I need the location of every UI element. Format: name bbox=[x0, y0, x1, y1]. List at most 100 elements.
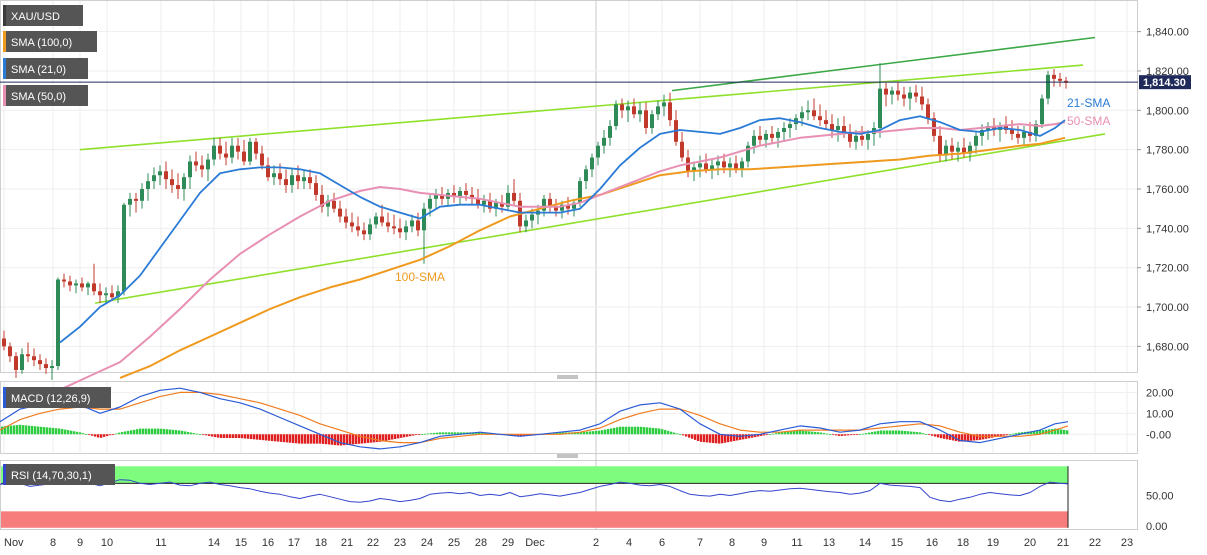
macd-histogram-bar bbox=[424, 433, 427, 435]
candle bbox=[248, 137, 252, 166]
candle bbox=[398, 218, 402, 239]
macd-histogram-bar bbox=[313, 434, 316, 444]
price-tick-label: 1,760.00 bbox=[1146, 184, 1189, 196]
candle-body bbox=[524, 220, 528, 227]
candle-body bbox=[956, 147, 960, 152]
candle bbox=[782, 122, 786, 142]
candle-body bbox=[1046, 74, 1050, 99]
candle-body bbox=[632, 106, 636, 115]
macd-histogram-bar bbox=[775, 433, 778, 435]
macd-histogram-bar bbox=[268, 434, 271, 441]
macd-histogram-bar bbox=[1051, 428, 1054, 435]
legend-xauusd[interactable]: XAU/USD bbox=[3, 5, 83, 26]
macd-histogram-bar bbox=[22, 425, 25, 435]
legend-rsi[interactable]: RSI (14,70,30,1) bbox=[3, 464, 115, 485]
macd-histogram-bar bbox=[130, 430, 133, 435]
candle bbox=[512, 179, 516, 205]
x-tick-label: 15 bbox=[891, 537, 903, 549]
legend-sma21[interactable]: SMA (21,0) bbox=[3, 58, 88, 79]
macd-histogram-bar bbox=[319, 434, 322, 444]
legend-label: SMA (100,0) bbox=[11, 37, 72, 49]
candle-body bbox=[512, 192, 516, 201]
candle bbox=[212, 137, 216, 166]
macd-histogram-bar bbox=[634, 426, 637, 435]
x-tick-label: Nov bbox=[4, 537, 24, 549]
candle bbox=[368, 218, 372, 241]
macd-histogram-bar bbox=[271, 434, 274, 442]
candle-body bbox=[662, 102, 666, 107]
macd-histogram-bar bbox=[739, 434, 742, 440]
candle bbox=[884, 82, 888, 107]
candle bbox=[206, 153, 210, 182]
macd-histogram-bar bbox=[688, 434, 691, 438]
candle-body bbox=[596, 145, 600, 158]
macd-histogram-bar bbox=[124, 431, 127, 435]
candle bbox=[146, 173, 150, 201]
macd-histogram-bar bbox=[877, 430, 880, 435]
candle-body bbox=[836, 126, 840, 130]
candle bbox=[236, 137, 240, 160]
candle bbox=[752, 129, 756, 154]
macd-resize-handle[interactable] bbox=[557, 375, 578, 379]
candle bbox=[8, 342, 12, 363]
rsi-resize-handle[interactable] bbox=[557, 454, 578, 458]
macd-histogram-bar bbox=[841, 434, 844, 436]
candle-body bbox=[494, 202, 498, 209]
macd-tick-label: 10.00 bbox=[1146, 408, 1174, 420]
macd-histogram-bar bbox=[778, 432, 781, 435]
macd-histogram-bar bbox=[382, 434, 385, 442]
macd-histogram-bar bbox=[598, 430, 601, 435]
candle-body bbox=[230, 145, 234, 158]
macd-histogram-bar bbox=[745, 434, 748, 439]
candle-body bbox=[1058, 78, 1062, 81]
macd-histogram-bar bbox=[208, 434, 211, 436]
candle-body bbox=[20, 354, 24, 370]
macd-histogram-bar bbox=[685, 434, 688, 437]
macd-histogram-bar bbox=[7, 425, 10, 435]
candle-body bbox=[776, 131, 780, 138]
macd-histogram-bar bbox=[871, 431, 874, 435]
candle bbox=[668, 92, 672, 127]
macd-histogram-bar bbox=[790, 431, 793, 435]
macd-histogram-bar bbox=[691, 434, 694, 439]
candle bbox=[80, 277, 84, 292]
candle bbox=[902, 86, 906, 107]
macd-histogram-bar bbox=[433, 432, 436, 435]
macd-histogram-bar bbox=[1066, 430, 1069, 435]
legend-sma100[interactable]: SMA (100,0) bbox=[3, 31, 97, 52]
macd-tick-label: 20.00 bbox=[1146, 387, 1174, 399]
macd-histogram-bar bbox=[406, 434, 409, 437]
candle-body bbox=[170, 179, 174, 186]
macd-histogram-bar bbox=[1009, 434, 1012, 436]
macd-histogram-bar bbox=[910, 431, 913, 435]
rsi-zones bbox=[1, 466, 1069, 528]
macd-histogram-bar bbox=[562, 432, 565, 435]
candle bbox=[644, 102, 648, 134]
macd-histogram-bar bbox=[1054, 428, 1057, 435]
candle bbox=[434, 189, 438, 209]
candle-body bbox=[710, 165, 714, 170]
macd-histogram-bar bbox=[613, 427, 616, 435]
legend-sma50[interactable]: SMA (50,0) bbox=[3, 85, 88, 106]
macd-histogram-bar bbox=[727, 434, 730, 443]
macd-histogram-bar bbox=[43, 427, 46, 435]
candle-body bbox=[884, 88, 888, 95]
candle-body bbox=[92, 283, 96, 292]
candle-body bbox=[656, 106, 660, 115]
macd-histogram-bar bbox=[1042, 430, 1045, 435]
legend-macd[interactable]: MACD (12,26,9) bbox=[3, 387, 111, 408]
candle-body bbox=[542, 198, 546, 211]
macd-histogram-bar bbox=[37, 426, 40, 435]
macd-histogram-bar bbox=[109, 434, 112, 436]
macd-histogram-bar bbox=[928, 434, 931, 436]
candle bbox=[362, 222, 366, 241]
macd-histogram-bar bbox=[925, 434, 928, 435]
macd-histogram-bar bbox=[445, 432, 448, 435]
candle bbox=[908, 86, 912, 111]
macd-histogram-bar bbox=[1030, 431, 1033, 435]
candle bbox=[284, 169, 288, 193]
candle-body bbox=[302, 177, 306, 182]
macd-histogram-bar bbox=[1057, 429, 1060, 435]
macd-histogram-bar bbox=[28, 425, 31, 435]
candle bbox=[866, 129, 870, 150]
